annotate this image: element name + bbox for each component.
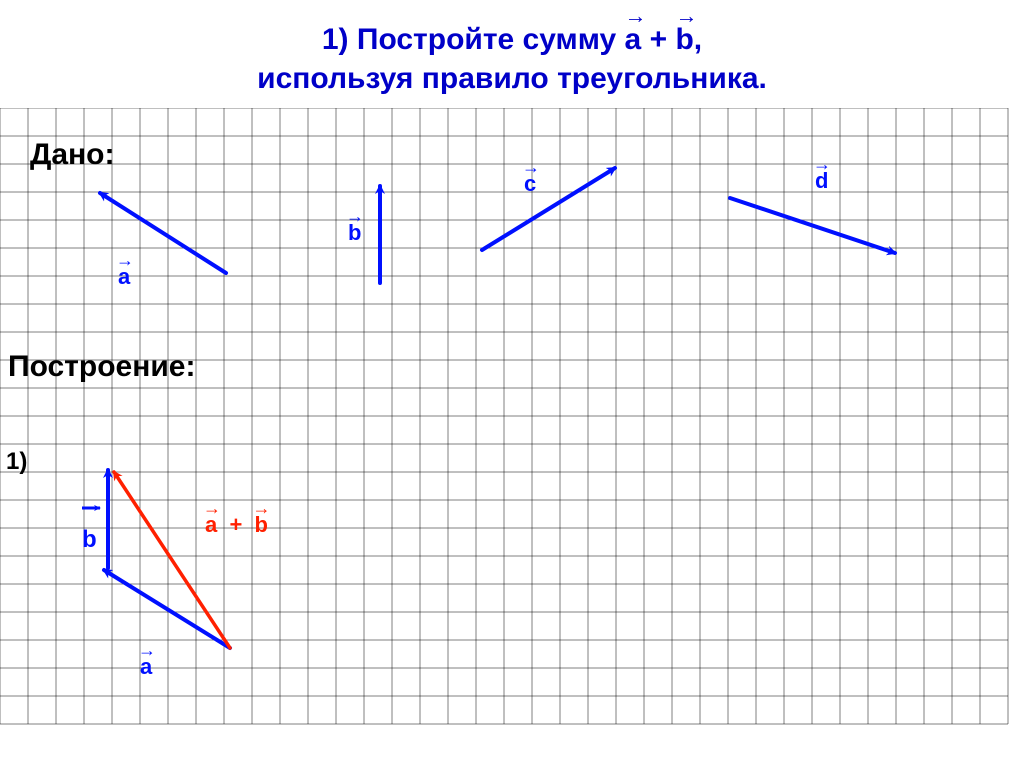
overarrow-d-given: → bbox=[813, 154, 831, 175]
title-line2: используя правило треугольника. bbox=[257, 62, 767, 95]
title-prefix: 1) Постройте сумму bbox=[322, 23, 625, 56]
overarrow-ab-a: → bbox=[203, 498, 221, 519]
label-vector-a-con: → a bbox=[140, 654, 152, 680]
overarrow-a-given: → bbox=[116, 250, 134, 271]
label-vector-b-given: → b bbox=[348, 220, 361, 246]
title-line1: 1) Постройте сумму → a + → b , bbox=[322, 23, 702, 56]
title-vec-a-arrow: → bbox=[625, 2, 647, 31]
label-b-con-text: b bbox=[82, 526, 97, 553]
label-vector-ab-con: → a + → b bbox=[205, 512, 268, 538]
label-vector-c-given: → c bbox=[524, 171, 536, 197]
label-vector-a-given: → a bbox=[118, 264, 130, 290]
overarrow-ab-b: → bbox=[253, 498, 271, 519]
grid-area: Дано: Построение: 1) → a → b → c → d → a… bbox=[0, 108, 1024, 738]
title-vec-b-arrow: → bbox=[675, 2, 697, 31]
overarrow-c-given: → bbox=[522, 157, 540, 178]
overarrow-a-con: → bbox=[138, 640, 156, 661]
label-given: Дано: bbox=[30, 138, 115, 172]
label-vector-d-given: → d bbox=[815, 168, 828, 194]
label-construction: Построение: bbox=[8, 350, 195, 384]
title-block: 1) Постройте сумму → a + → b , используя… bbox=[0, 0, 1024, 108]
overarrow-b-given: → bbox=[346, 206, 364, 227]
label-step1: 1) bbox=[6, 448, 27, 476]
label-vector-b-con: b bbox=[82, 526, 97, 554]
